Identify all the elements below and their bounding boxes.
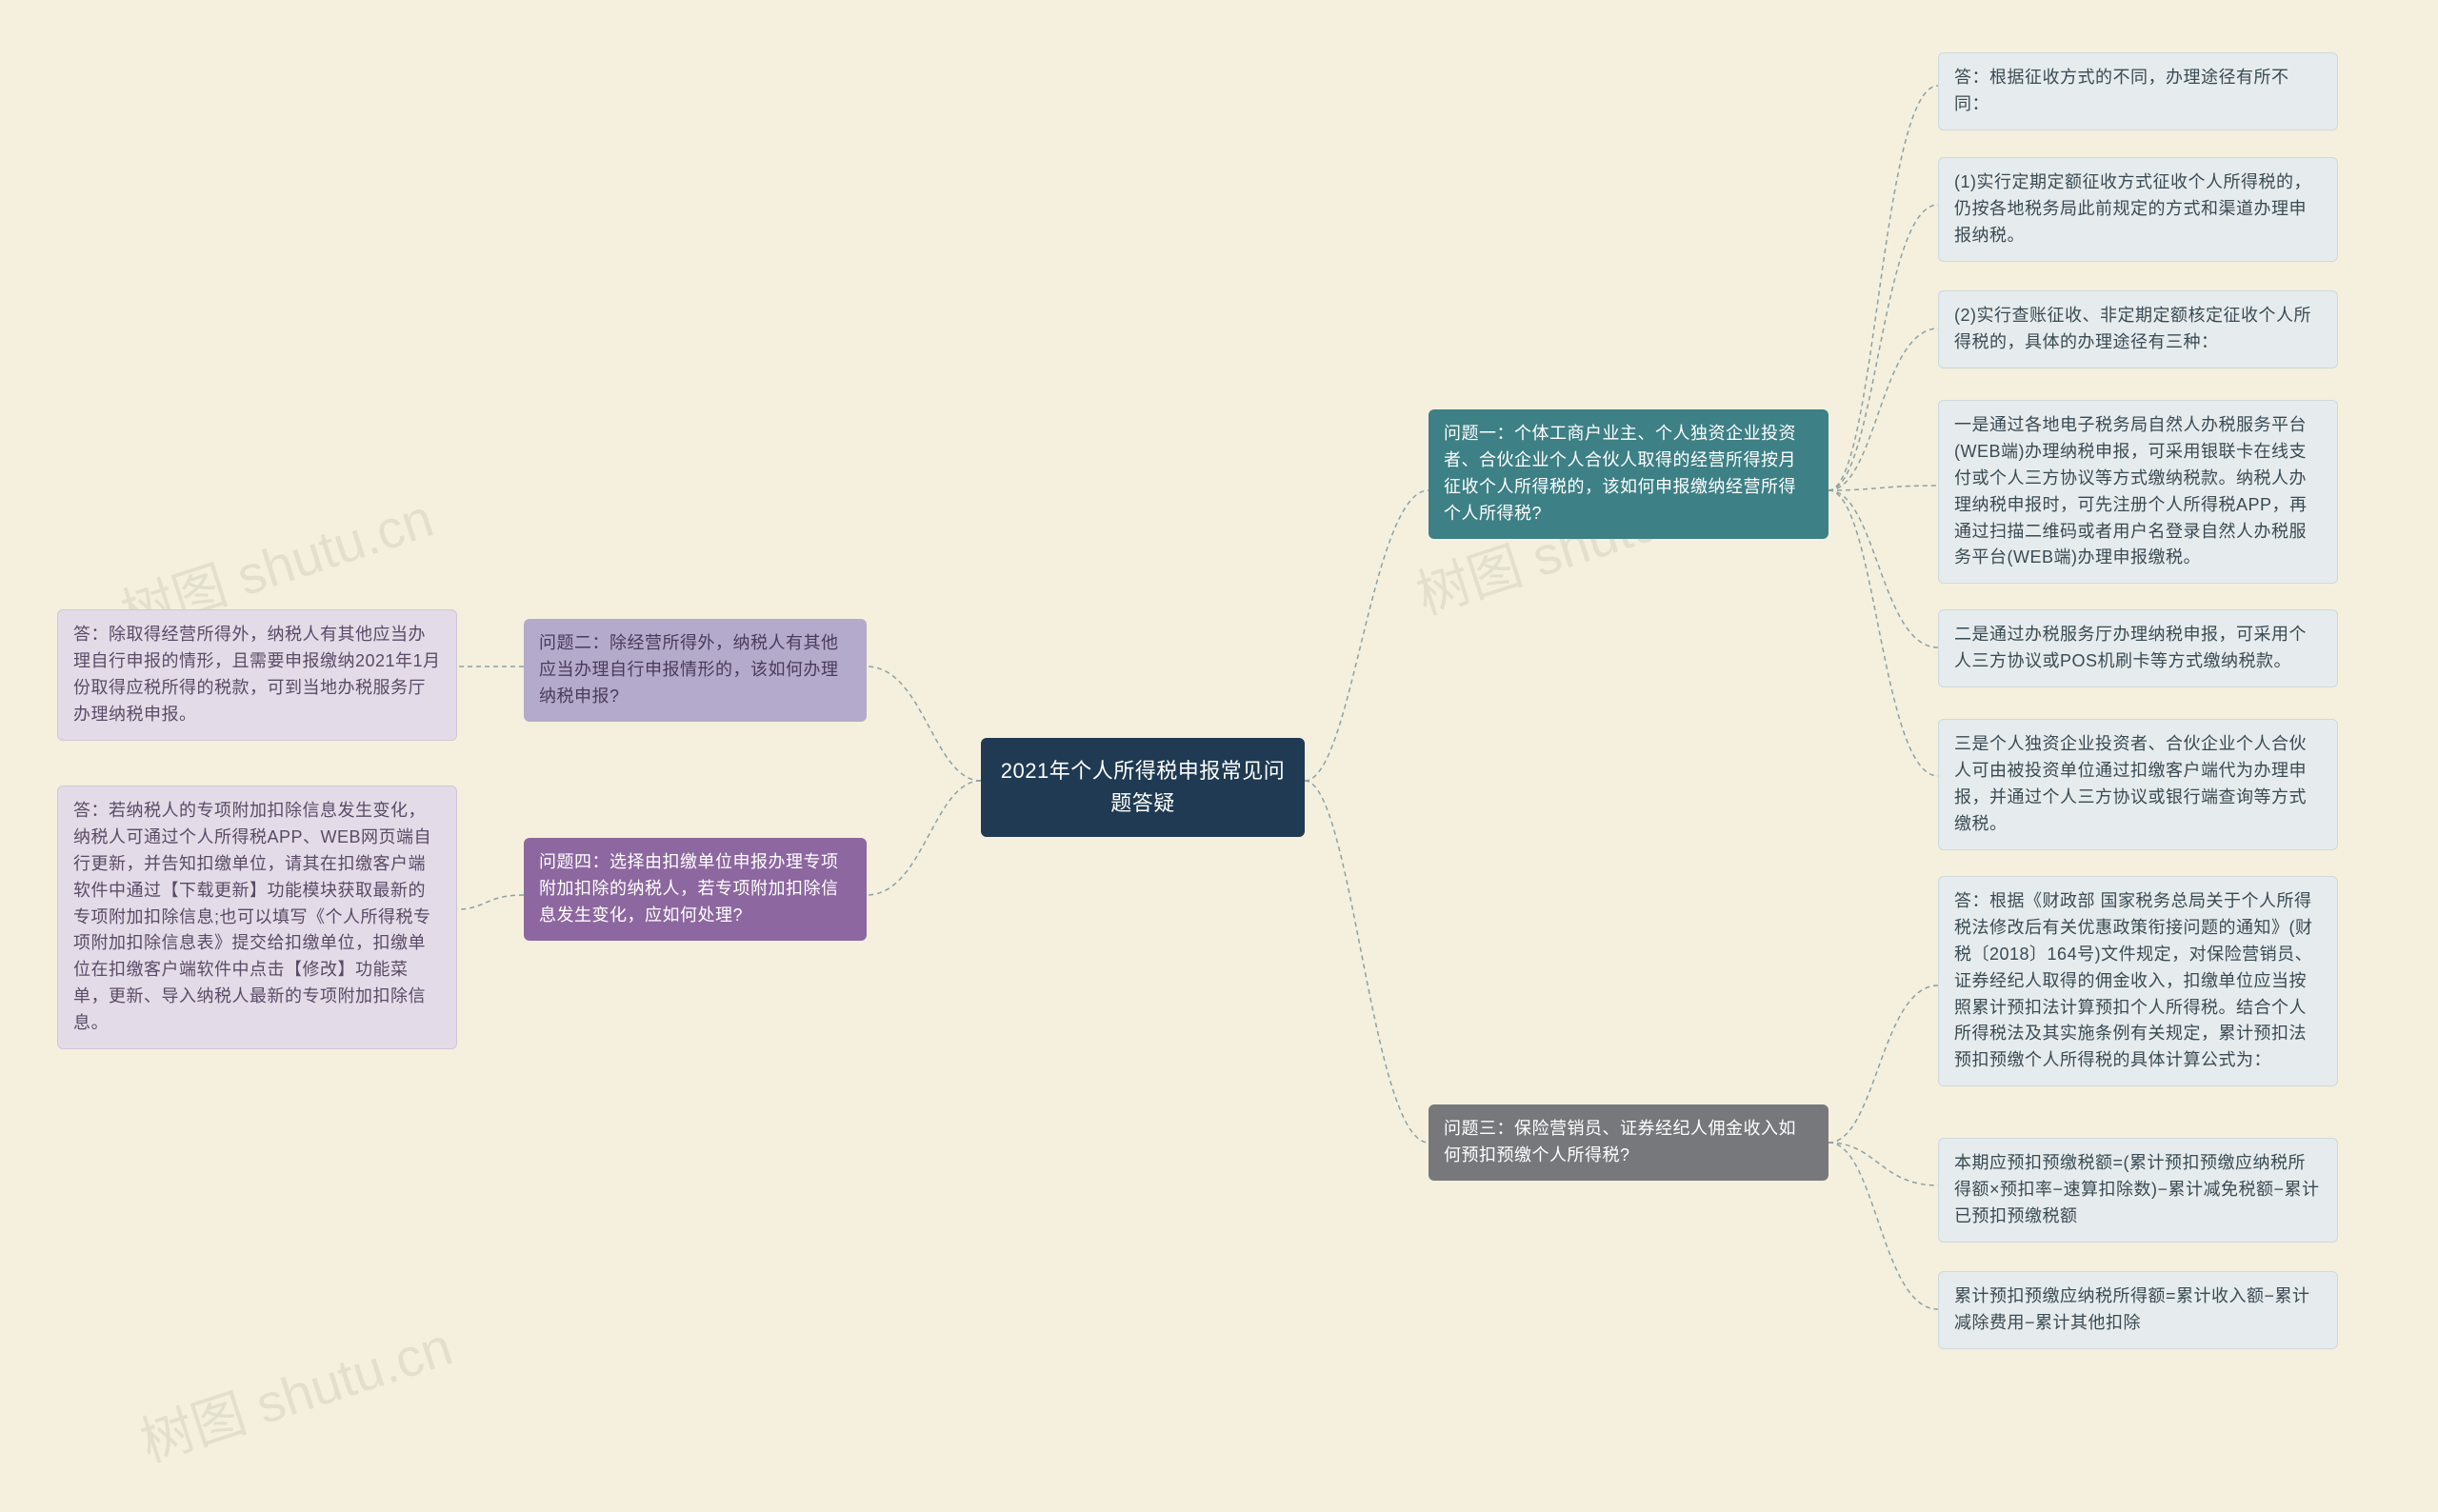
branch-q3: 问题三：保险营销员、证券经纪人佣金收入如何预扣预缴个人所得税? [1429, 1104, 1828, 1181]
leaf-q1-6: 三是个人独资企业投资者、合伙企业个人合伙人可由被投资单位通过扣缴客户端代为办理申… [1938, 719, 2338, 850]
leaf-q1-2: (1)实行定期定额征收方式征收个人所得税的，仍按各地税务局此前规定的方式和渠道办… [1938, 157, 2338, 262]
leaf-q3-3: 累计预扣预缴应纳税所得额=累计收入额−累计减除费用−累计其他扣除 [1938, 1271, 2338, 1349]
leaf-q3-2: 本期应预扣预缴税额=(累计预扣预缴应纳税所得额×预扣率−速算扣除数)−累计减免税… [1938, 1138, 2338, 1243]
leaf-q4-1: 答：若纳税人的专项附加扣除信息发生变化，纳税人可通过个人所得税APP、WEB网页… [57, 786, 457, 1049]
branch-q4: 问题四：选择由扣缴单位申报办理专项附加扣除的纳税人，若专项附加扣除信息发生变化，… [524, 838, 867, 941]
branch-q2: 问题二：除经营所得外，纳税人有其他应当办理自行申报情形的，该如何办理纳税申报? [524, 619, 867, 722]
watermark: 树图 shutu.cn [130, 1304, 461, 1478]
branch-q1: 问题一：个体工商户业主、个人独资企业投资者、合伙企业个人合伙人取得的经营所得按月… [1429, 409, 1828, 539]
leaf-q1-1: 答：根据征收方式的不同，办理途径有所不同： [1938, 52, 2338, 130]
leaf-q3-1: 答：根据《财政部 国家税务总局关于个人所得税法修改后有关优惠政策衔接问题的通知》… [1938, 876, 2338, 1086]
leaf-q2-1: 答：除取得经营所得外，纳税人有其他应当办理自行申报的情形，且需要申报缴纳2021… [57, 609, 457, 741]
leaf-q1-5: 二是通过办税服务厅办理纳税申报，可采用个人三方协议或POS机刷卡等方式缴纳税款。 [1938, 609, 2338, 687]
leaf-q1-4: 一是通过各地电子税务局自然人办税服务平台(WEB端)办理纳税申报，可采用银联卡在… [1938, 400, 2338, 584]
leaf-q1-3: (2)实行查账征收、非定期定额核定征收个人所得税的，具体的办理途径有三种： [1938, 290, 2338, 368]
center-node: 2021年个人所得税申报常见问题答疑 [981, 738, 1305, 837]
